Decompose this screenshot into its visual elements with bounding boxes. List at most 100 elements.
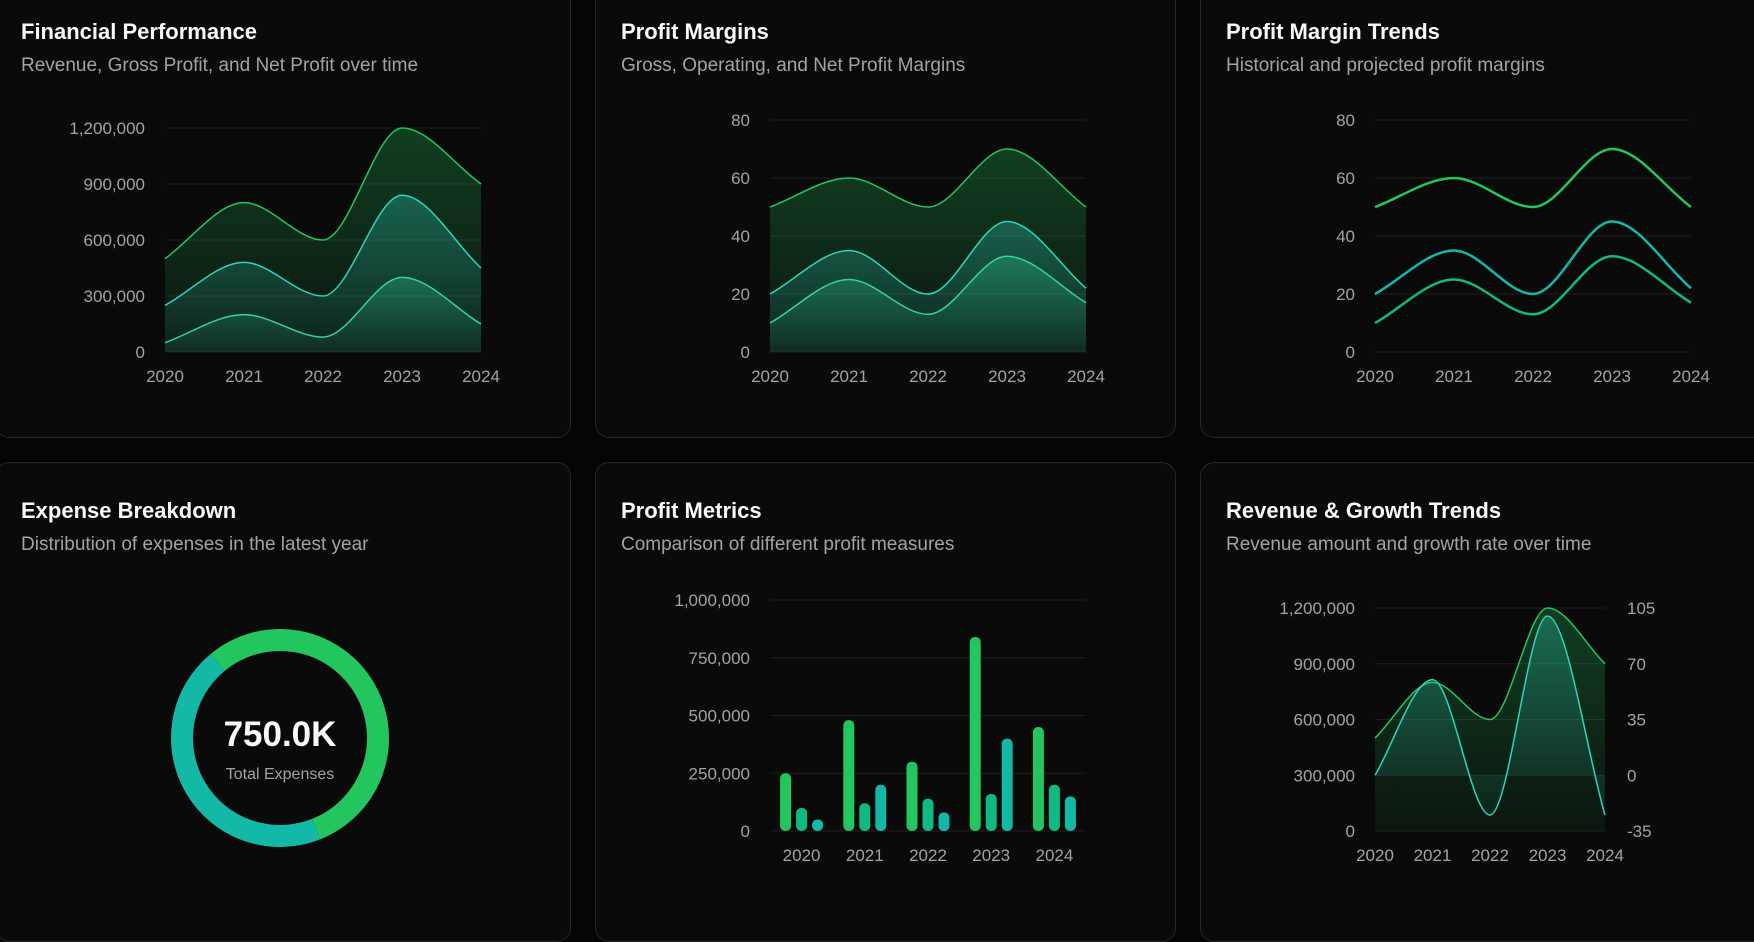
y-tick-label: 750,000 <box>689 649 750 668</box>
x-tick-label: 2020 <box>1356 367 1394 386</box>
bar-2024-2 <box>1064 796 1076 831</box>
y-tick-label: 600,000 <box>84 231 145 250</box>
financial-line-0 <box>164 127 482 260</box>
x-tick-label: 2024 <box>1586 846 1624 865</box>
x-tick-label: 2024 <box>1035 846 1073 865</box>
trends-line-0 <box>1374 147 1692 209</box>
y-tick-label: 900,000 <box>84 175 145 194</box>
revenue-line-0 <box>1374 607 1606 739</box>
revenue-area-1 <box>1375 615 1605 816</box>
donut-center-label: Total Expenses <box>226 766 335 783</box>
bar-2022-2 <box>938 812 950 831</box>
x-tick-label: 2020 <box>1356 846 1394 865</box>
x-tick-label: 2023 <box>1529 846 1567 865</box>
x-tick-label: 2021 <box>830 367 868 386</box>
bar-2022-0 <box>906 761 918 831</box>
x-tick-label: 2024 <box>1672 367 1710 386</box>
y-tick-label: 300,000 <box>84 287 145 306</box>
y-tick-label: 500,000 <box>689 707 750 726</box>
y-tick-label: 20 <box>731 285 750 304</box>
x-tick-label: 2022 <box>909 367 947 386</box>
x-tick-label: 2023 <box>1593 367 1631 386</box>
x-tick-label: 2024 <box>462 367 500 386</box>
bar-2021-0 <box>843 720 855 831</box>
x-tick-label: 2021 <box>1435 367 1473 386</box>
card-subtitle: Distribution of expenses in the latest y… <box>21 534 369 555</box>
card-title: Profit Metrics <box>621 498 762 523</box>
financial-line-1 <box>164 194 482 306</box>
x-tick-label: 2022 <box>304 367 342 386</box>
y-tick-label: 0 <box>741 822 750 841</box>
bar-2020-0 <box>780 773 792 831</box>
revenue-line-1 <box>1374 615 1606 816</box>
y-tick-label: 0 <box>136 343 145 362</box>
y-tick-label: 900,000 <box>1294 655 1355 674</box>
bar-2021-2 <box>875 784 887 831</box>
bar-2024-0 <box>1032 727 1044 831</box>
y2-tick-label: 70 <box>1627 655 1646 674</box>
margins-line-1 <box>769 220 1087 295</box>
y-tick-label: 40 <box>1336 227 1355 246</box>
card-subtitle: Historical and projected profit margins <box>1226 55 1545 76</box>
y-tick-label: 0 <box>741 343 750 362</box>
y2-tick-label: 0 <box>1627 766 1636 785</box>
x-tick-label: 2021 <box>1414 846 1452 865</box>
bar-2023-0 <box>969 636 981 831</box>
x-tick-label: 2023 <box>972 846 1010 865</box>
expense-breakdown-card: Expense Breakdown Distribution of expens… <box>0 462 571 942</box>
x-tick-label: 2023 <box>988 367 1026 386</box>
x-tick-label: 2020 <box>146 367 184 386</box>
bar-2024-1 <box>1048 784 1060 831</box>
card-subtitle: Comparison of different profit measures <box>621 534 955 555</box>
y-tick-label: 60 <box>1336 169 1355 188</box>
card-subtitle: Revenue amount and growth rate over time <box>1226 534 1592 555</box>
card-subtitle: Gross, Operating, and Net Profit Margins <box>621 55 966 76</box>
y-tick-label: 20 <box>1336 285 1355 304</box>
x-tick-label: 2022 <box>1471 846 1509 865</box>
y-tick-label: 0 <box>1346 822 1355 841</box>
y-tick-label: 300,000 <box>1294 766 1355 785</box>
card-subtitle: Revenue, Gross Profit, and Net Profit ov… <box>21 55 419 76</box>
y-tick-label: 600,000 <box>1294 711 1355 730</box>
trends-line-2 <box>1374 255 1692 325</box>
y2-tick-label: -35 <box>1627 822 1652 841</box>
profit-margin-trends-card: Profit Margin Trends Historical and proj… <box>1200 0 1754 438</box>
donut-slice-0 <box>210 629 389 840</box>
y-tick-label: 80 <box>731 111 750 130</box>
x-tick-label: 2022 <box>909 846 947 865</box>
y-tick-label: 1,200,000 <box>1279 599 1355 618</box>
y2-tick-label: 35 <box>1627 711 1646 730</box>
x-tick-label: 2024 <box>1067 367 1105 386</box>
bar-2023-1 <box>985 794 997 831</box>
bar-2020-2 <box>812 819 824 831</box>
revenue-growth-card: Revenue & Growth Trends Revenue amount a… <box>1200 462 1754 942</box>
x-tick-label: 2021 <box>846 846 884 865</box>
bar-2020-1 <box>796 807 808 831</box>
bar-2021-1 <box>859 803 871 831</box>
x-tick-label: 2020 <box>783 846 821 865</box>
bar-2023-2 <box>1001 738 1013 831</box>
y-tick-label: 250,000 <box>689 764 750 783</box>
bar-2022-1 <box>922 798 934 831</box>
y-tick-label: 1,000,000 <box>674 591 750 610</box>
card-title: Expense Breakdown <box>21 498 237 523</box>
y-tick-label: 80 <box>1336 111 1355 130</box>
x-tick-label: 2020 <box>751 367 789 386</box>
margins-line-2 <box>769 255 1087 324</box>
y-tick-label: 0 <box>1346 343 1355 362</box>
y-tick-label: 1,200,000 <box>69 119 145 138</box>
donut-center-value: 750.0K <box>224 715 337 754</box>
donut-slice-1 <box>171 654 321 847</box>
y2-tick-label: 105 <box>1627 599 1655 618</box>
trends-line-1 <box>1374 220 1692 296</box>
card-title: Revenue & Growth Trends <box>1226 498 1502 523</box>
financial-area-2 <box>165 277 481 352</box>
card-title: Profit Margin Trends <box>1226 19 1440 44</box>
card-title: Profit Margins <box>621 19 769 44</box>
card-title: Financial Performance <box>21 19 257 44</box>
margins-line-0 <box>769 148 1087 208</box>
financial-line-2 <box>164 276 482 344</box>
x-tick-label: 2022 <box>1514 367 1552 386</box>
x-tick-label: 2021 <box>225 367 263 386</box>
